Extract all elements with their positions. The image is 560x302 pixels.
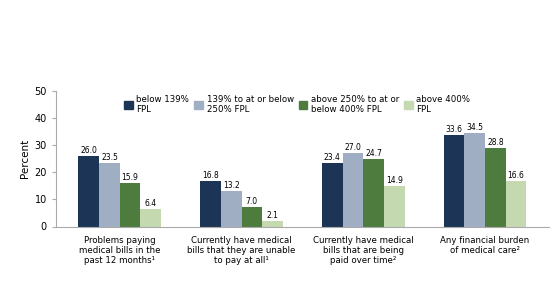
Text: 26.0: 26.0	[80, 146, 97, 155]
Text: 7.0: 7.0	[246, 198, 258, 206]
Text: 16.8: 16.8	[202, 171, 219, 180]
Text: 15.9: 15.9	[122, 173, 138, 182]
Bar	[343, 153, 363, 226]
Bar	[384, 186, 405, 226]
Bar	[120, 183, 141, 226]
Text: 23.4: 23.4	[324, 153, 340, 162]
Bar	[464, 133, 485, 226]
Legend: below 139%
FPL, 139% to at or below
250% FPL, above 250% to at or
below 400% FPL: below 139% FPL, 139% to at or below 250%…	[124, 95, 470, 114]
Bar	[99, 162, 120, 226]
Bar	[444, 135, 464, 226]
Text: 6.4: 6.4	[145, 199, 157, 208]
Text: 34.5: 34.5	[466, 123, 483, 132]
Bar	[78, 156, 99, 226]
Text: 16.6: 16.6	[507, 171, 525, 180]
Text: 28.8: 28.8	[487, 138, 503, 147]
Bar	[506, 182, 526, 226]
Bar	[363, 159, 384, 226]
Text: 14.9: 14.9	[386, 176, 403, 185]
Text: 27.0: 27.0	[344, 143, 361, 152]
Bar	[485, 148, 506, 226]
Bar	[141, 209, 161, 226]
Bar	[322, 163, 343, 226]
Text: 2.1: 2.1	[267, 211, 278, 220]
Text: 13.2: 13.2	[223, 181, 240, 190]
Bar	[221, 191, 241, 226]
Bar	[200, 181, 221, 226]
Y-axis label: Percent: Percent	[20, 139, 30, 178]
Text: 24.7: 24.7	[365, 149, 382, 158]
Bar	[241, 207, 262, 226]
Bar	[262, 221, 283, 226]
Text: 33.6: 33.6	[445, 125, 463, 134]
Text: 23.5: 23.5	[101, 153, 118, 162]
